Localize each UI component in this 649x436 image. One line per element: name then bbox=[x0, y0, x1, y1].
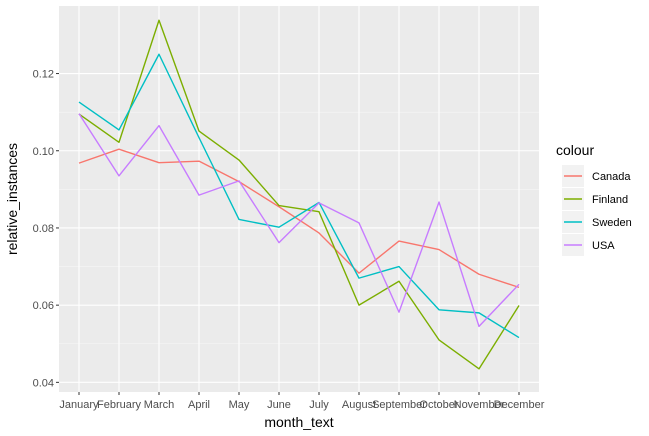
major-gridlines bbox=[59, 6, 539, 392]
series-lines bbox=[78, 19, 520, 370]
series-line-usa bbox=[78, 113, 520, 328]
y-tick-label: 0.12 bbox=[33, 69, 54, 81]
x-tick-label: August bbox=[342, 399, 376, 411]
x-tick-label: January bbox=[59, 399, 99, 411]
legend: colour Canada Finland Sweden USA bbox=[556, 142, 632, 256]
series-line-sweden bbox=[78, 53, 520, 339]
x-tick-label: December bbox=[494, 399, 545, 411]
x-tick-label: May bbox=[229, 399, 250, 411]
plot-panel bbox=[59, 6, 539, 392]
y-tick-label: 0.10 bbox=[33, 146, 54, 158]
y-axis-title: relative_instances bbox=[4, 143, 20, 255]
x-tick-label: April bbox=[188, 399, 210, 411]
legend-title: colour bbox=[556, 142, 594, 158]
series-line-canada bbox=[78, 148, 520, 289]
series-line-finland bbox=[78, 19, 520, 370]
x-tick-label: March bbox=[144, 399, 175, 411]
x-tick-label: September bbox=[372, 399, 426, 411]
y-tick-label: 0.06 bbox=[33, 300, 54, 312]
x-tick-label: October bbox=[419, 399, 458, 411]
x-axis-title: month_text bbox=[264, 414, 333, 430]
legend-label-finland: Finland bbox=[592, 194, 628, 206]
minor-gridlines bbox=[59, 111, 539, 345]
y-tick-label: 0.04 bbox=[33, 377, 54, 389]
y-tick-label: 0.08 bbox=[33, 223, 54, 235]
legend-label-usa: USA bbox=[592, 240, 615, 252]
x-tick-label: July bbox=[309, 399, 329, 411]
x-tick-label: June bbox=[267, 399, 291, 411]
x-tick-label: February bbox=[97, 399, 142, 411]
legend-label-canada: Canada bbox=[592, 171, 631, 183]
y-axis: 0.04 0.06 0.08 0.10 0.12 bbox=[33, 69, 59, 389]
x-tick-label: November bbox=[454, 399, 505, 411]
legend-label-sweden: Sweden bbox=[592, 217, 632, 229]
